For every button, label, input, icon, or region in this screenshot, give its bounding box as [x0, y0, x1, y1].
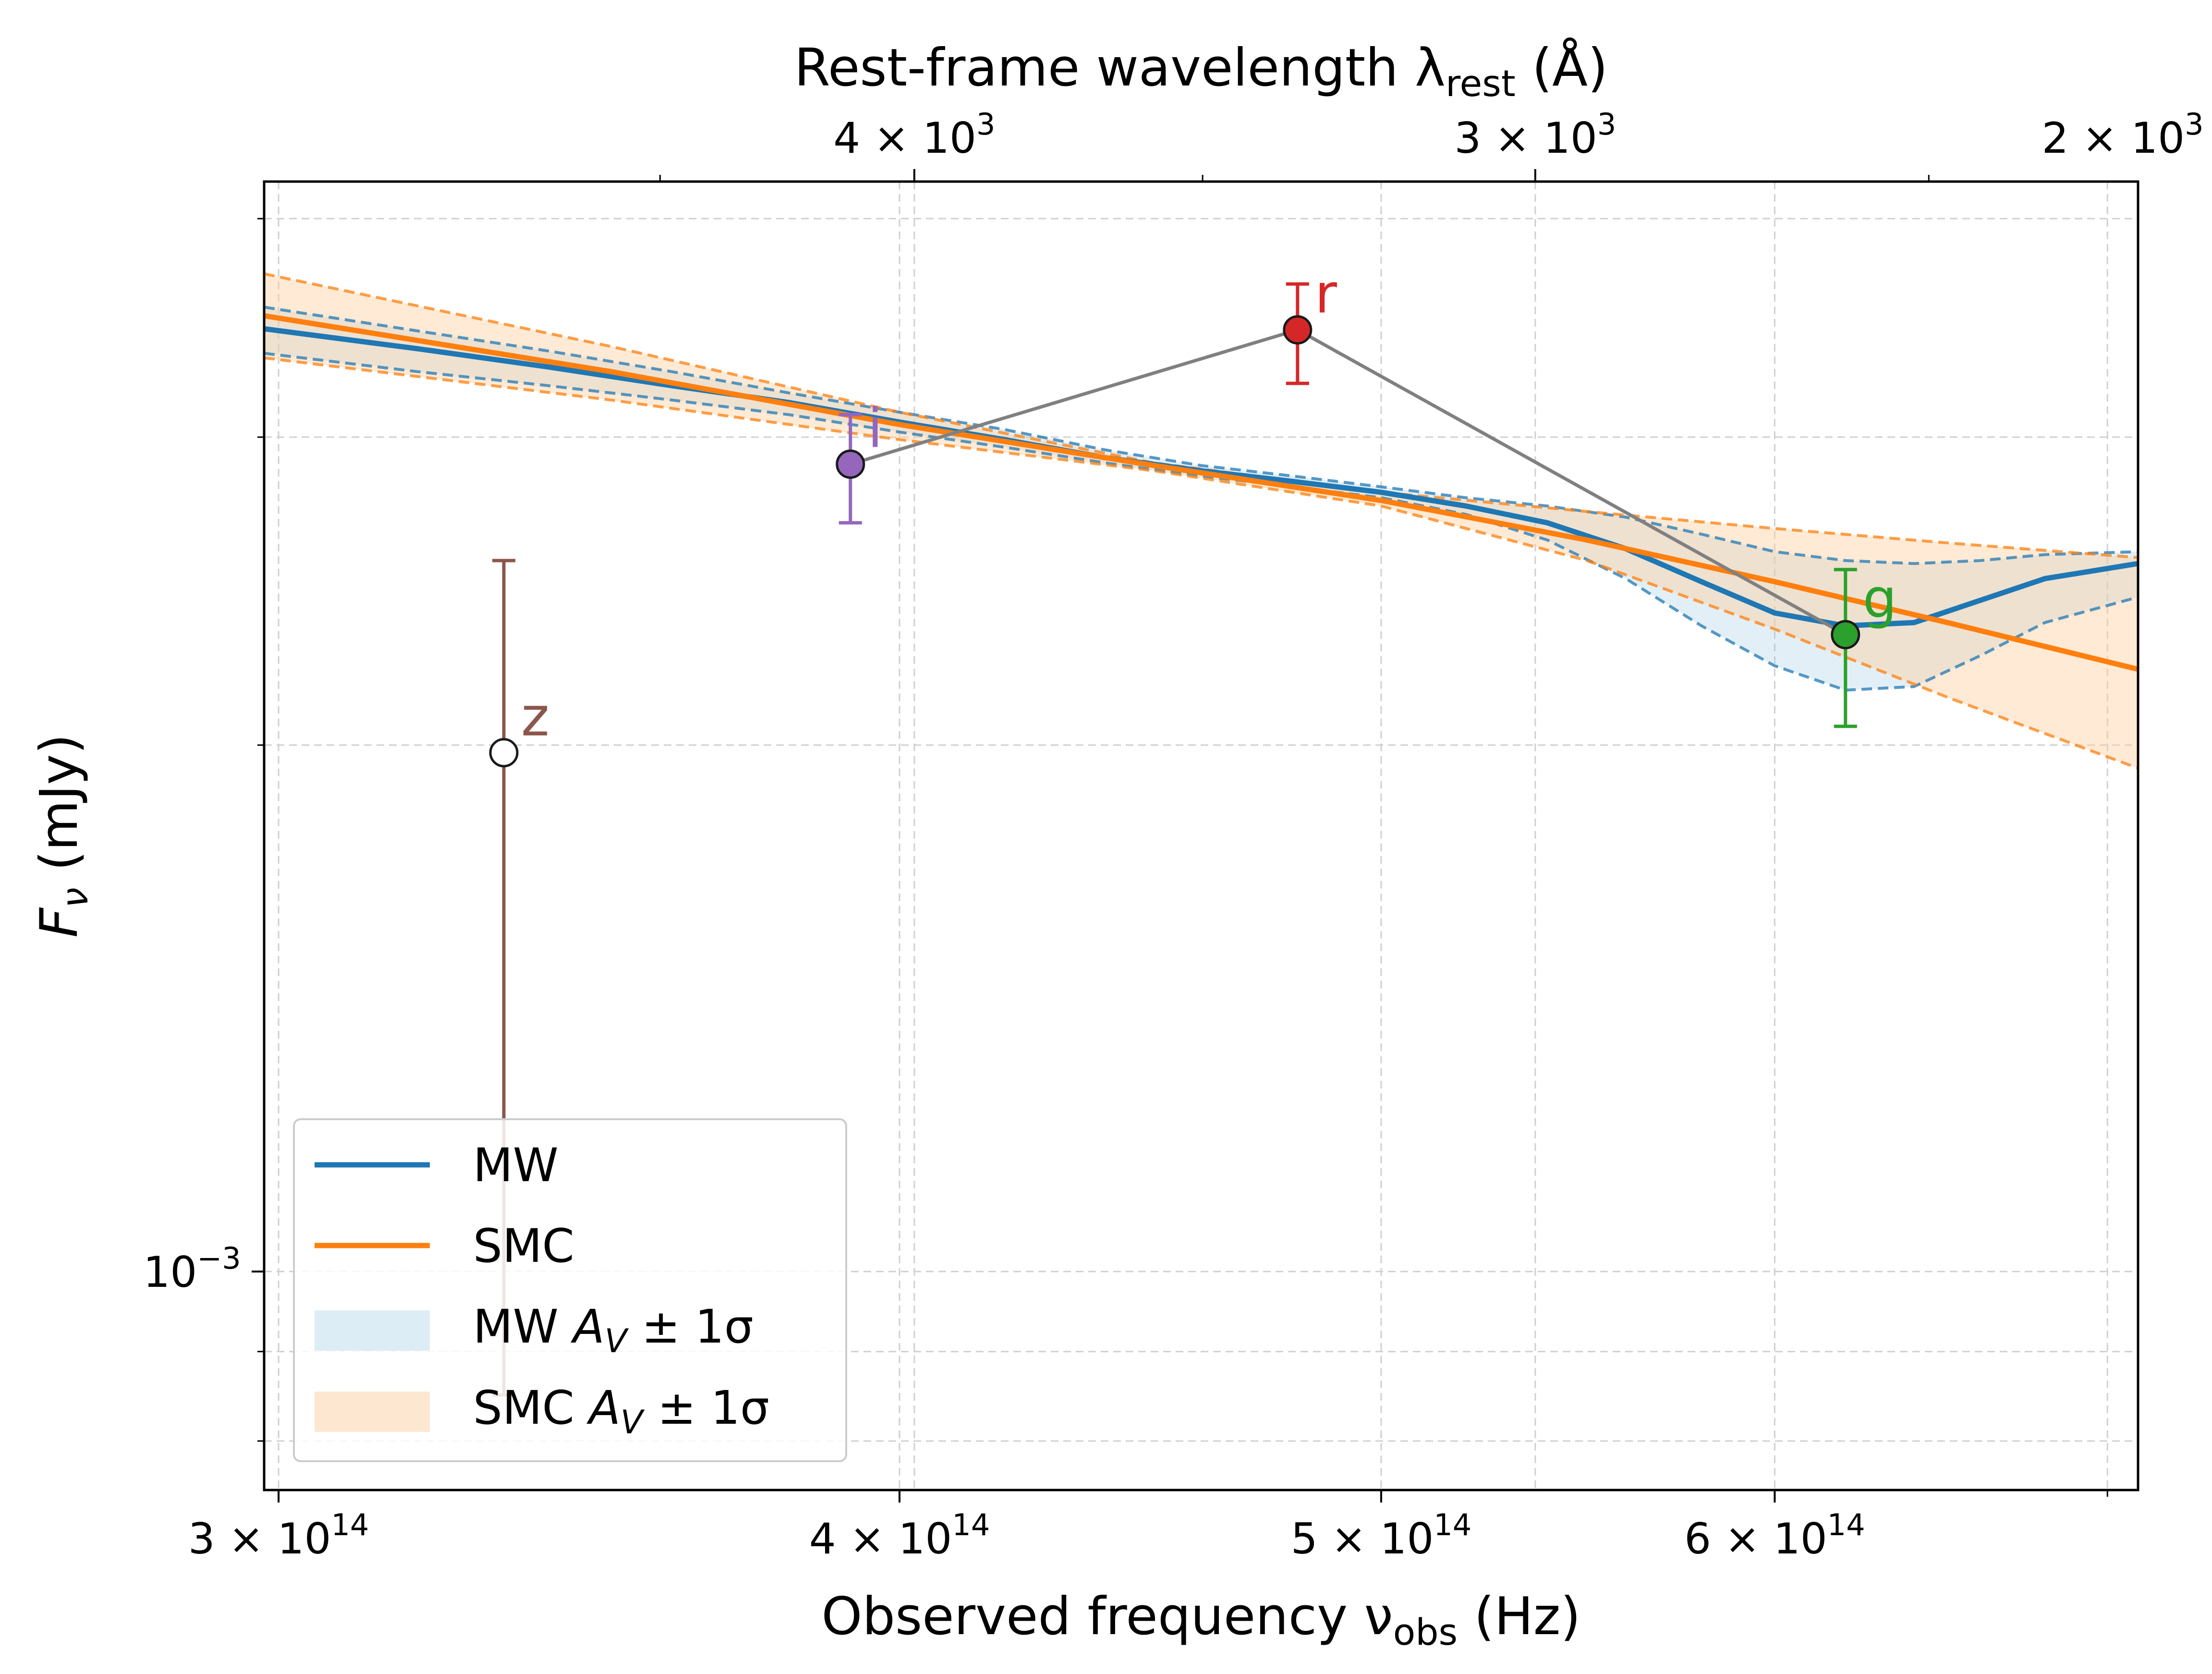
x-tick-label-2: 5 × 1014	[1291, 1507, 1472, 1564]
data-point-i: i	[836, 397, 883, 525]
band-fill-mw	[264, 307, 2138, 690]
uncertainty-bands	[264, 272, 2138, 770]
marker-i	[836, 449, 865, 479]
band-label-z: z	[521, 686, 549, 748]
y-axis-title: Fν (mJy)	[29, 734, 96, 938]
band-upper-smc	[264, 272, 2138, 559]
marker-z	[489, 738, 519, 768]
x-tick-label-0: 3 × 1014	[188, 1507, 369, 1564]
band-lower-smc	[264, 356, 2138, 770]
top-x-tick-label-2: 2 × 103	[2042, 107, 2203, 163]
top-x-tick-label-1: 3 × 103	[1454, 107, 1616, 163]
legend-smc-band-swatch	[315, 1392, 430, 1432]
y-tick-label-0: 10−3	[143, 1241, 241, 1297]
plot-content	[264, 272, 2138, 770]
band-label-g: g	[1863, 568, 1897, 630]
top-x-tick-label-0: 4 × 103	[833, 107, 995, 163]
axes-frame	[263, 180, 2139, 1491]
band-fill-smc	[264, 273, 2138, 769]
legend: MW SMC MW AV ± 1σ SMC AV ± 1σ	[293, 1118, 847, 1462]
x-axis-title: Observed frequency νobs (Hz)	[821, 1587, 1580, 1653]
model-curves	[264, 313, 2138, 672]
legend-smc-band-label: SMC AV ± 1σ	[473, 1381, 769, 1442]
x-tick-label-3: 6 × 1014	[1684, 1507, 1865, 1564]
marker-g	[1831, 620, 1860, 649]
data-point-g: g	[1831, 568, 1897, 728]
axis-ticks: 3 × 1014 4 × 1014 5 × 1014 6 × 1014 4 × 103 3…	[143, 107, 2203, 1564]
band-lower-mw	[264, 352, 2138, 692]
band-upper-mw	[264, 305, 2138, 565]
legend-mw-band-label: MW AV ± 1σ	[473, 1300, 754, 1360]
top-x-axis-title: Rest-frame wavelength λrest (Å)	[794, 37, 1608, 105]
x-tick-label-1: 4 × 1014	[809, 1507, 990, 1564]
series-line-smc	[264, 313, 2138, 672]
band-label-r: r	[1315, 263, 1337, 326]
photometry-points: z i r g	[489, 263, 1897, 1397]
data-point-r: r	[1283, 263, 1337, 385]
legend-mw-label: MW	[473, 1138, 559, 1192]
legend-box	[293, 1118, 847, 1462]
legend-mw-band-swatch	[315, 1310, 430, 1351]
legend-smc-label: SMC	[473, 1219, 574, 1273]
band-label-i: i	[868, 397, 883, 460]
marker-r	[1283, 315, 1313, 345]
